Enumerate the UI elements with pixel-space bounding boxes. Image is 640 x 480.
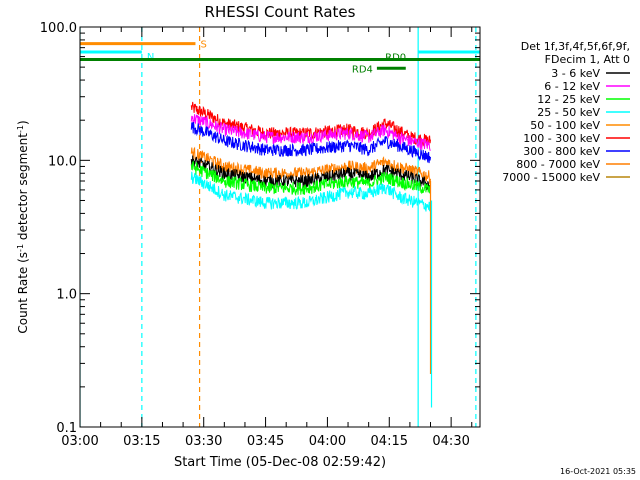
generated-timestamp: 16-Oct-2021 05:35 bbox=[560, 467, 636, 476]
y-axis-label-sup: -1 bbox=[16, 244, 25, 252]
x-tick-label: 03:30 bbox=[185, 434, 222, 449]
series-line bbox=[190, 114, 431, 152]
attenuator-state-bars: S N RD0 RD4 bbox=[80, 40, 480, 75]
legend-entry-label: 100 - 300 keV bbox=[523, 132, 600, 145]
series-line bbox=[190, 171, 431, 212]
y-tick-label: 100.0 bbox=[40, 21, 77, 36]
y-tick-label: 10.0 bbox=[48, 154, 77, 169]
x-axis: 03:00 03:15 03:30 03:45 04:00 04:15 04:30 bbox=[61, 27, 473, 449]
chart-title: RHESSI Count Rates bbox=[205, 3, 356, 21]
y-axis-label-sup2: -1 bbox=[16, 125, 25, 133]
y-axis-label-end: ) bbox=[16, 120, 30, 125]
state-bar-label: RD0 bbox=[385, 53, 406, 64]
x-tick-label: 04:00 bbox=[309, 434, 346, 449]
legend-entry-label: 300 - 800 keV bbox=[523, 145, 600, 158]
legend-entry-label: 7000 - 15000 keV bbox=[502, 171, 600, 184]
series-lines bbox=[190, 101, 433, 408]
y-axis: 0.1 1.0 10.0 100.0 bbox=[40, 21, 480, 436]
series-line bbox=[190, 121, 431, 164]
x-tick-label: 03:15 bbox=[123, 434, 160, 449]
y-tick-label: 0.1 bbox=[56, 421, 77, 436]
state-bar-label: N bbox=[147, 52, 154, 63]
legend-entry-label: 50 - 100 keV bbox=[530, 119, 600, 132]
legend-entry-label: 800 - 7000 keV bbox=[516, 158, 600, 171]
state-bar-label: RD4 bbox=[352, 64, 373, 75]
x-tick-label: 04:15 bbox=[371, 434, 408, 449]
legend-entry-label: 12 - 25 keV bbox=[537, 93, 600, 106]
y-axis-label-mid: detector segment bbox=[16, 133, 30, 244]
legend-entry-label: 25 - 50 keV bbox=[537, 106, 600, 119]
legend-entry-label: 3 - 6 keV bbox=[551, 67, 600, 80]
series-line bbox=[190, 155, 431, 191]
x-axis-label: Start Time (05-Dec-08 02:59:42) bbox=[174, 455, 386, 470]
x-tick-label: 04:30 bbox=[432, 434, 469, 449]
series-line bbox=[190, 101, 431, 147]
legend-header-line-2: FDecim 1, Att 0 bbox=[545, 53, 630, 66]
legend-entry-label: 6 - 12 keV bbox=[544, 80, 600, 93]
legend: Det 1f,3f,4f,5f,6f,9f, FDecim 1, Att 0 3… bbox=[502, 40, 630, 184]
vertical-markers bbox=[80, 27, 477, 427]
x-tick-label: 03:45 bbox=[247, 434, 284, 449]
y-axis-label: Count Rate (s-1 detector segment-1) bbox=[16, 120, 31, 333]
series-line bbox=[190, 146, 431, 185]
x-tick-label: 03:00 bbox=[61, 434, 98, 449]
state-bar-label: S bbox=[200, 40, 206, 51]
y-axis-label-main: Count Rate (s bbox=[16, 252, 30, 334]
y-tick-label: 1.0 bbox=[56, 288, 77, 303]
legend-header-line-1: Det 1f,3f,4f,5f,6f,9f, bbox=[521, 40, 630, 53]
plot-frame bbox=[79, 26, 481, 428]
series-line bbox=[190, 160, 431, 197]
